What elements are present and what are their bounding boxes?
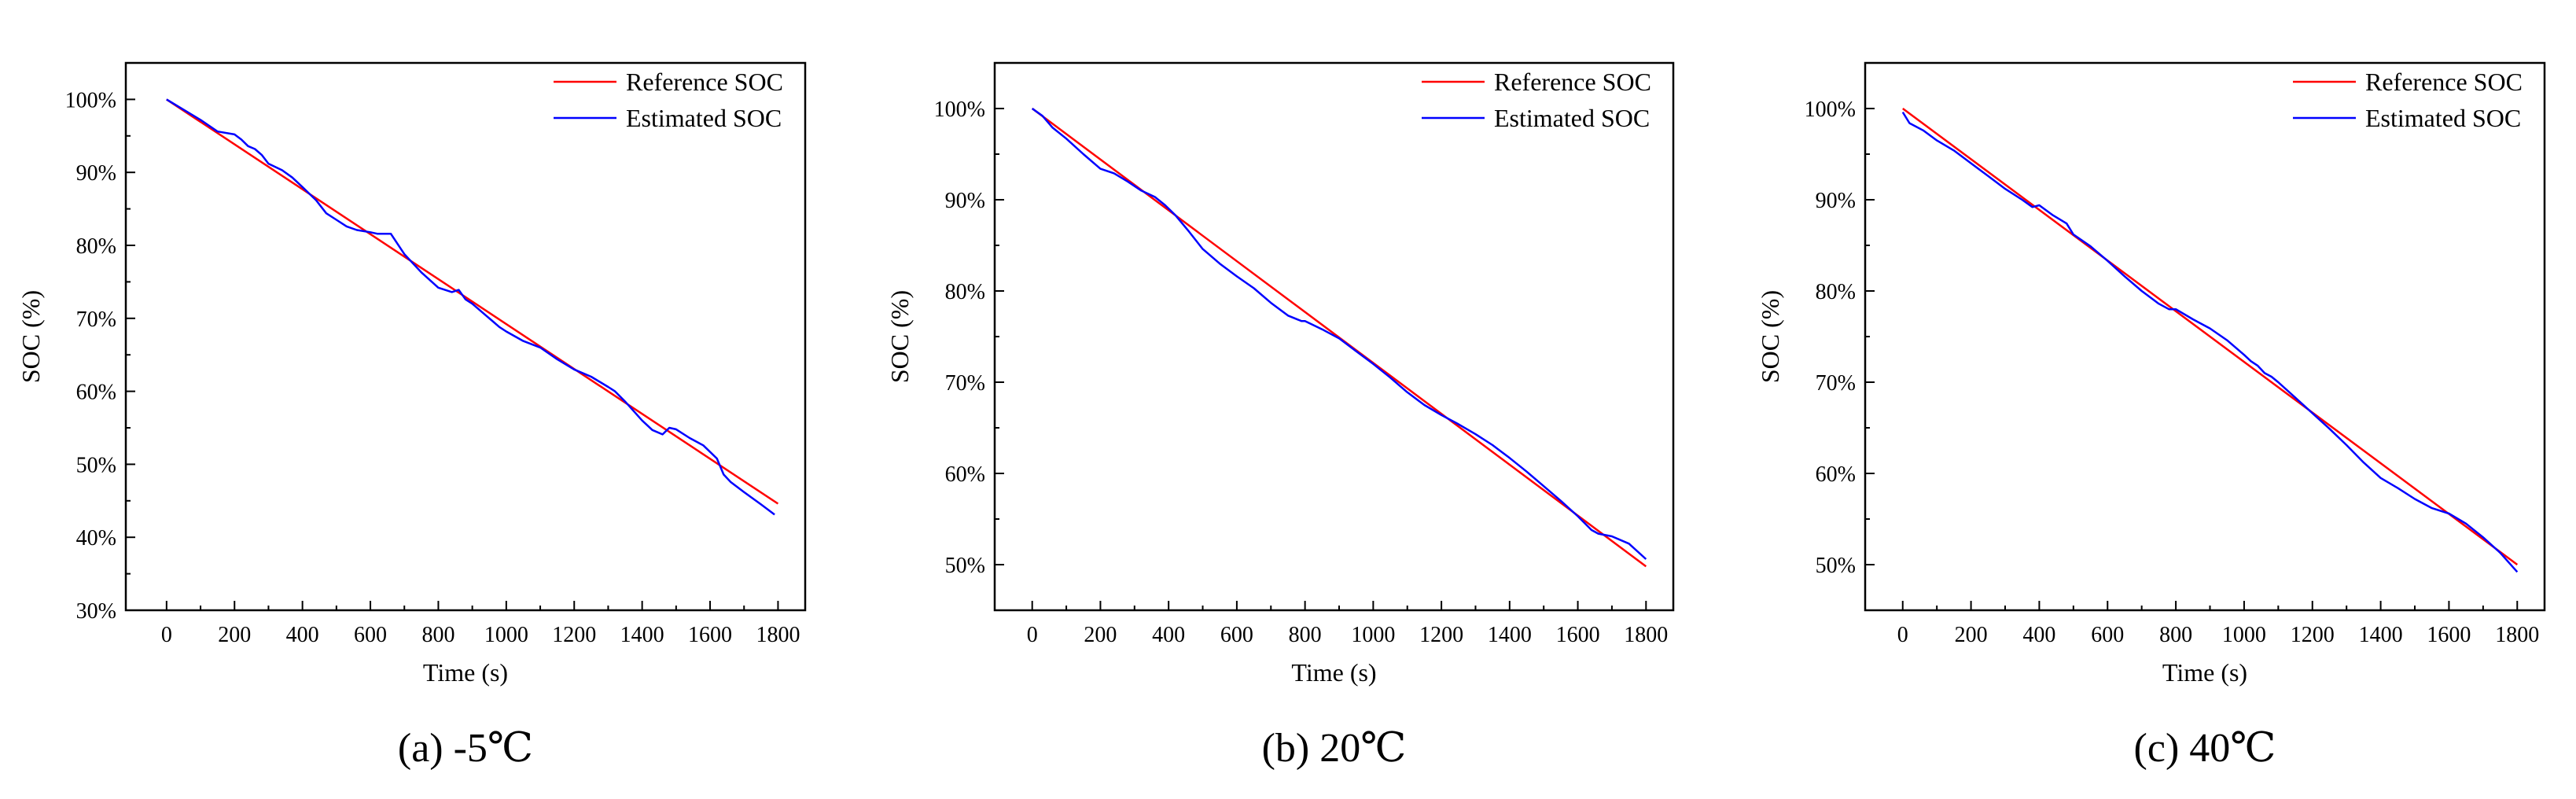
x-tick-label: 1400 (1488, 623, 1532, 647)
x-tick-label: 800 (2159, 623, 2192, 647)
panel-b: 0 200 400 600 800 1000 1200 1400 1600 1800 50% 60% 7… (885, 61, 1675, 771)
x-tick-label: 0 (161, 623, 172, 647)
x-tick-label: 200 (1084, 623, 1117, 647)
y-tick-label: 80% (945, 280, 985, 304)
y-tick-label: 50% (76, 453, 116, 477)
y-tick-label: 90% (76, 161, 116, 186)
x-tick-label: 1400 (620, 623, 664, 647)
y-tick-label: 60% (945, 462, 985, 487)
legend-label: Reference SOC (1494, 68, 1651, 96)
x-axis-title: Time (s) (423, 658, 508, 687)
y-tick-label: 80% (1816, 280, 1856, 304)
x-tick-label: 1200 (1419, 623, 1463, 647)
y-axis-title: SOC (%) (885, 290, 914, 383)
x-tick-label: 1600 (2427, 623, 2471, 647)
x-tick-label: 400 (2022, 623, 2055, 647)
x-tick-label: 0 (1027, 623, 1038, 647)
x-tick-label: 800 (421, 623, 454, 647)
x-tick-label: 1400 (2359, 623, 2403, 647)
x-tick-label: 1200 (552, 623, 596, 647)
plot-frame (124, 61, 807, 612)
y-tick-label: 50% (1816, 554, 1856, 578)
panel-caption: (b) 20℃ (1262, 726, 1407, 771)
y-tick-label: 60% (1816, 462, 1856, 487)
y-tick-label: 100% (934, 98, 985, 122)
legend-label: Estimated SOC (626, 104, 782, 132)
x-axis-title: Time (s) (2162, 658, 2247, 687)
y-tick-label: 40% (76, 526, 116, 550)
x-tick-label: 600 (2091, 623, 2124, 647)
series-line-reference-soc (1902, 107, 2519, 566)
y-tick-label: 100% (65, 88, 116, 112)
legend-label: Reference SOC (2365, 68, 2523, 96)
x-tick-label: 1800 (756, 623, 800, 647)
plot-frame (1864, 61, 2546, 612)
x-tick-label: 200 (1955, 623, 1988, 647)
panel-caption: (a) -5℃ (398, 726, 533, 771)
y-tick-label: 50% (945, 554, 985, 578)
x-tick-label: 1000 (1351, 623, 1395, 647)
x-axis-title: Time (s) (1291, 658, 1376, 687)
y-tick-label: 90% (1816, 189, 1856, 213)
series-line-reference-soc (166, 98, 779, 505)
y-tick-label: 70% (76, 307, 116, 332)
panel-c: 0 200 400 600 800 1000 1200 1400 1600 1800 50% 60% 7… (1756, 61, 2546, 771)
y-tick-label: 90% (945, 189, 985, 213)
x-tick-label: 200 (218, 623, 251, 647)
y-tick-label: 70% (1816, 371, 1856, 396)
y-axis-title: SOC (%) (1756, 290, 1784, 383)
legend-label: Estimated SOC (1494, 104, 1650, 132)
x-tick-label: 1800 (2495, 623, 2539, 647)
legend-label: Reference SOC (626, 68, 783, 96)
x-tick-label: 1600 (1556, 623, 1600, 647)
x-tick-label: 400 (286, 623, 319, 647)
x-tick-label: 800 (1289, 623, 1322, 647)
y-tick-label: 60% (76, 381, 116, 405)
x-tick-label: 1200 (2291, 623, 2335, 647)
panel-caption: (c) 40℃ (2134, 726, 2276, 771)
y-axis-title: SOC (%) (17, 290, 45, 383)
series-line-estimated-soc (166, 98, 775, 516)
series-line-estimated-soc (1901, 111, 2519, 573)
x-tick-label: 1000 (484, 623, 528, 647)
y-tick-label: 70% (945, 371, 985, 396)
x-tick-label: 1600 (688, 623, 732, 647)
x-tick-label: 1000 (2222, 623, 2266, 647)
x-tick-label: 0 (1897, 623, 1908, 647)
legend-label: Estimated SOC (2365, 104, 2521, 132)
x-tick-label: 400 (1152, 623, 1185, 647)
panel-a: 0 200 400 600 800 1000 1200 1400 1600 1800 30% 40% 5… (17, 61, 807, 771)
y-tick-label: 30% (76, 599, 116, 624)
y-tick-label: 80% (76, 234, 116, 259)
y-tick-label: 100% (1805, 98, 1856, 122)
series-line-estimated-soc (1031, 107, 1647, 560)
x-tick-label: 1800 (1624, 623, 1668, 647)
x-tick-label: 600 (354, 623, 387, 647)
x-tick-label: 600 (1220, 623, 1253, 647)
